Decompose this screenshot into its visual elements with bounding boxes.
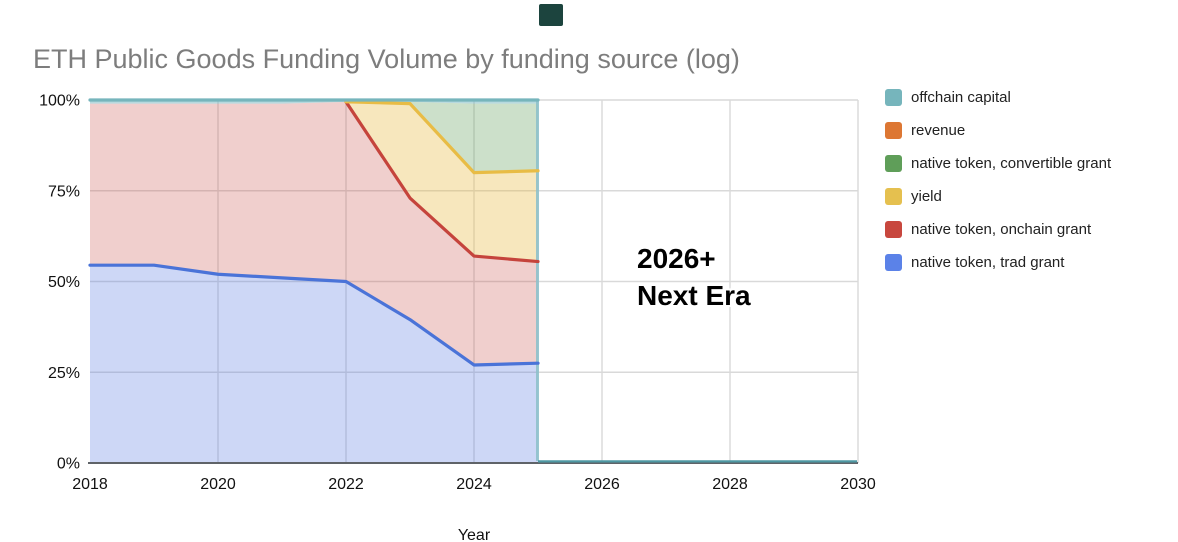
legend-item: yield <box>885 188 1111 205</box>
legend-item: revenue <box>885 122 1111 139</box>
series-line <box>344 100 540 175</box>
area-fill <box>90 101 538 365</box>
chart-title: ETH Public Goods Funding Volume by fundi… <box>33 44 740 74</box>
legend-label: native token, trad grant <box>911 254 1065 271</box>
area-fill <box>90 265 538 463</box>
legend-label: native token, onchain grant <box>911 221 1092 238</box>
x-tick-label: 2028 <box>712 476 748 493</box>
legend-label: revenue <box>911 122 966 139</box>
legend-label: yield <box>911 188 942 205</box>
area-fill <box>90 101 538 262</box>
x-tick-label: 2030 <box>840 476 876 493</box>
x-tick-label: 2018 <box>72 476 108 493</box>
legend-label: offchain capital <box>911 89 1011 106</box>
legend-item: offchain capital <box>885 89 1111 106</box>
x-tick-label: 2020 <box>200 476 236 493</box>
legend-swatch-icon <box>885 188 902 205</box>
x-tick-label: 2026 <box>584 476 620 493</box>
legend-item: native token, convertible grant <box>885 155 1111 172</box>
era-annotation-line1: 2026+ <box>637 243 716 274</box>
legend: offchain capital revenue native token, con… <box>885 89 1111 287</box>
y-tick-label: 100% <box>39 93 80 110</box>
x-axis-title: Year <box>457 527 491 542</box>
y-tick-label: 50% <box>48 274 80 291</box>
legend-swatch-icon <box>885 89 902 106</box>
series-line <box>344 100 540 264</box>
y-tick-label: 0% <box>57 456 80 473</box>
y-tick-label: 25% <box>48 365 80 382</box>
era-annotation: 2026+ Next Era <box>637 240 751 314</box>
y-tick-label: 75% <box>48 183 80 200</box>
legend-item: native token, trad grant <box>885 254 1111 271</box>
x-tick-label: 2024 <box>456 476 492 493</box>
legend-item: native token, onchain grant <box>885 221 1111 238</box>
legend-swatch-icon <box>885 155 902 172</box>
series-line <box>88 263 540 367</box>
x-tick-label: 2022 <box>328 476 364 493</box>
unknown-dark-marker <box>539 4 563 26</box>
legend-label: native token, convertible grant <box>911 155 1112 172</box>
legend-swatch-icon <box>885 221 902 238</box>
legend-swatch-icon <box>885 122 902 139</box>
legend-swatch-icon <box>885 254 902 271</box>
era-annotation-line2: Next Era <box>637 280 751 311</box>
